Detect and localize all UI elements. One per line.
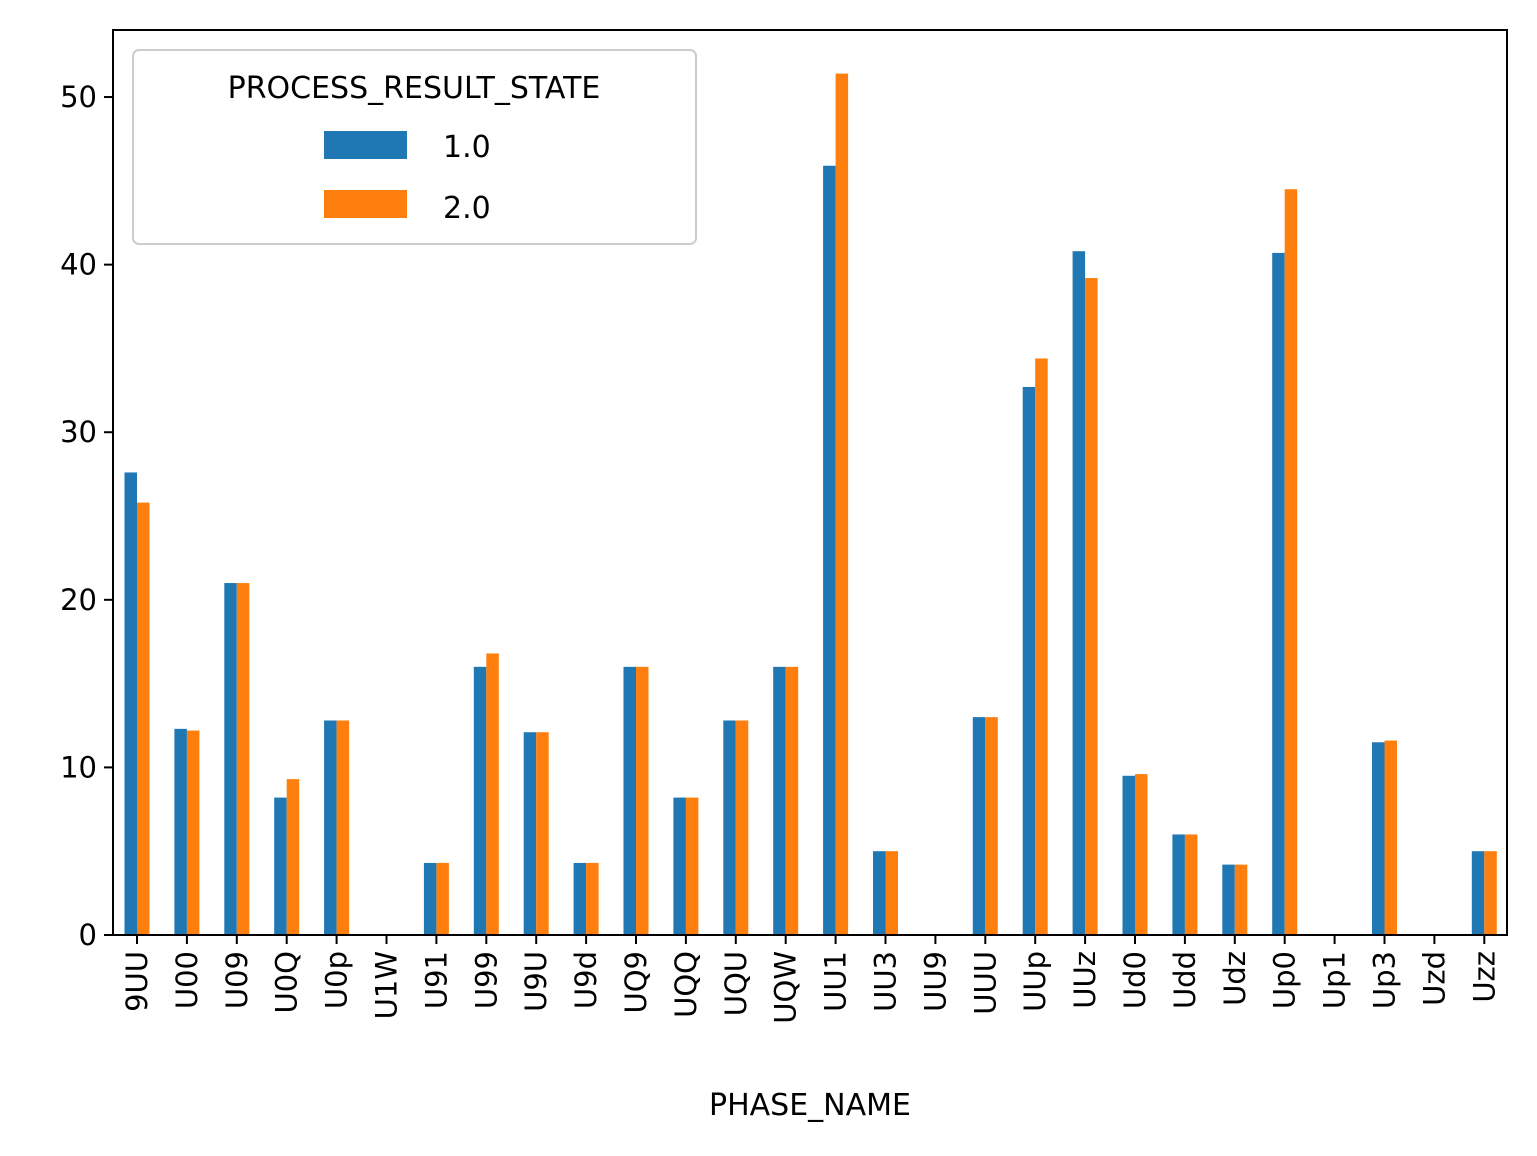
bar-UQW-series-1.0 <box>773 666 786 935</box>
bar-U0Q-series-2.0 <box>286 779 300 935</box>
x-tick-label-Ud0: Ud0 <box>1118 951 1152 1009</box>
x-tick-label-UU1: UU1 <box>819 951 853 1012</box>
bar-UUU-series-1.0 <box>972 717 986 935</box>
bar-U9U-series-2.0 <box>536 732 549 935</box>
legend-swatch-2 <box>324 190 407 218</box>
bar-Up3-series-2.0 <box>1384 740 1397 935</box>
bar-9UU-series-2.0 <box>137 502 150 935</box>
x-tick-label-UQU: UQU <box>719 951 753 1016</box>
bar-UQU-series-2.0 <box>735 720 749 935</box>
x-tick-label-U91: U91 <box>419 951 453 1009</box>
x-tick-label-U9d: U9d <box>569 951 603 1009</box>
x-tick-label-UU3: UU3 <box>869 951 903 1012</box>
bar-Udd-series-1.0 <box>1172 834 1185 935</box>
bar-U99-series-1.0 <box>473 666 487 935</box>
bar-Up0-series-2.0 <box>1284 189 1298 936</box>
bar-Ud0-series-1.0 <box>1122 775 1135 935</box>
bar-Up3-series-1.0 <box>1372 742 1385 935</box>
bar-UUz-series-2.0 <box>1085 278 1098 935</box>
x-tick-label-Uzd: Uzd <box>1417 951 1451 1006</box>
bar-Ud0-series-2.0 <box>1135 774 1148 935</box>
bar-Up0-series-1.0 <box>1272 252 1285 936</box>
x-tick-label-Uzz: Uzz <box>1467 951 1501 1003</box>
x-tick-label-U1W: U1W <box>370 951 404 1019</box>
bar-UQW-series-2.0 <box>785 666 799 935</box>
y-tick-label-20: 20 <box>60 583 97 617</box>
x-tick-label-U00: U00 <box>170 951 204 1009</box>
x-tick-label-9UU: 9UU <box>120 951 154 1012</box>
x-tick-label-UQ9: UQ9 <box>619 951 653 1014</box>
bar-U9U-series-1.0 <box>523 732 537 935</box>
bar-UU3-series-2.0 <box>885 851 898 935</box>
x-tick-label-U9U: U9U <box>519 951 553 1012</box>
x-tick-label-Up0: Up0 <box>1268 951 1302 1009</box>
bar-UUp-series-1.0 <box>1022 386 1036 935</box>
x-tick-label-Udd: Udd <box>1168 951 1202 1009</box>
x-tick-label-UU9: UU9 <box>918 951 952 1012</box>
y-tick-label-0: 0 <box>79 918 97 952</box>
bar-Udz-series-1.0 <box>1222 864 1235 935</box>
bar-UUz-series-1.0 <box>1072 251 1086 935</box>
legend-title: PROCESS_RESULT_STATE <box>228 71 601 106</box>
bar-U0p-series-1.0 <box>324 720 337 935</box>
plot-frame <box>112 29 1508 936</box>
bar-UU3-series-1.0 <box>873 851 886 935</box>
bar-UU1-series-2.0 <box>835 73 849 935</box>
bar-UQQ-series-1.0 <box>673 797 686 935</box>
bar-U91-series-2.0 <box>436 862 449 935</box>
x-tick-label-Up1: Up1 <box>1318 951 1352 1009</box>
x-tick-label-UUU: UUU <box>968 951 1002 1015</box>
y-tick-label-30: 30 <box>60 415 97 449</box>
bar-Uzz-series-1.0 <box>1471 851 1485 935</box>
bar-U99-series-2.0 <box>486 653 499 935</box>
bar-UUU-series-2.0 <box>985 717 998 935</box>
bar-U09-series-2.0 <box>236 583 250 935</box>
x-tick-label-UQQ: UQQ <box>669 951 703 1018</box>
x-tick-label-UUz: UUz <box>1068 951 1102 1009</box>
y-tick-label-10: 10 <box>60 750 97 784</box>
bar-U9d-series-2.0 <box>586 862 599 935</box>
legend-label-1: 1.0 <box>443 130 491 165</box>
bar-Udd-series-2.0 <box>1184 834 1198 935</box>
y-axis: 0 10 20 30 40 50 <box>60 80 113 952</box>
x-tick-label-Udz: Udz <box>1218 951 1252 1006</box>
bar-U0Q-series-1.0 <box>274 797 287 935</box>
bar-U00-series-1.0 <box>174 728 187 935</box>
legend-box <box>132 49 697 245</box>
bar-UQU-series-1.0 <box>723 720 736 935</box>
bar-U09-series-1.0 <box>224 583 237 935</box>
legend: PROCESS_RESULT_STATE 1.0 2.0 <box>132 49 697 245</box>
x-tick-label-UUp: UUp <box>1018 951 1052 1012</box>
x-tick-label-U09: U09 <box>220 951 254 1009</box>
x-tick-label-U0Q: U0Q <box>270 951 304 1014</box>
bar-U9d-series-1.0 <box>573 862 587 935</box>
bar-UQQ-series-2.0 <box>685 797 699 935</box>
bar-UU1-series-1.0 <box>823 165 836 935</box>
x-tick-label-U99: U99 <box>469 951 503 1009</box>
x-axis: 9UU U00 U09 U0Q U0p U1W U91 U99 U9U U9d UQ9 UQQ UQU U… <box>120 935 1501 1024</box>
y-tick-label-40: 40 <box>60 248 97 282</box>
bar-9UU-series-1.0 <box>124 472 137 935</box>
bar-U00-series-2.0 <box>186 730 200 935</box>
legend-swatch-1 <box>324 131 407 159</box>
bar-UUp-series-2.0 <box>1035 358 1048 936</box>
bar-Uzz-series-2.0 <box>1484 851 1497 935</box>
legend-label-2: 2.0 <box>443 191 491 226</box>
bar-UQ9-series-2.0 <box>636 666 649 935</box>
y-tick-label-50: 50 <box>60 80 97 114</box>
bars-group <box>124 73 1497 936</box>
x-tick-label-Up3: Up3 <box>1368 951 1402 1009</box>
x-tick-label-UQW: UQW <box>769 951 803 1024</box>
x-axis-title: PHASE_NAME <box>709 1088 911 1123</box>
bar-UQ9-series-1.0 <box>623 666 636 935</box>
bar-U0p-series-2.0 <box>336 720 350 935</box>
x-tick-label-U0p: U0p <box>320 951 354 1009</box>
bar-U91-series-1.0 <box>423 862 437 935</box>
bar-Udz-series-2.0 <box>1234 864 1248 935</box>
